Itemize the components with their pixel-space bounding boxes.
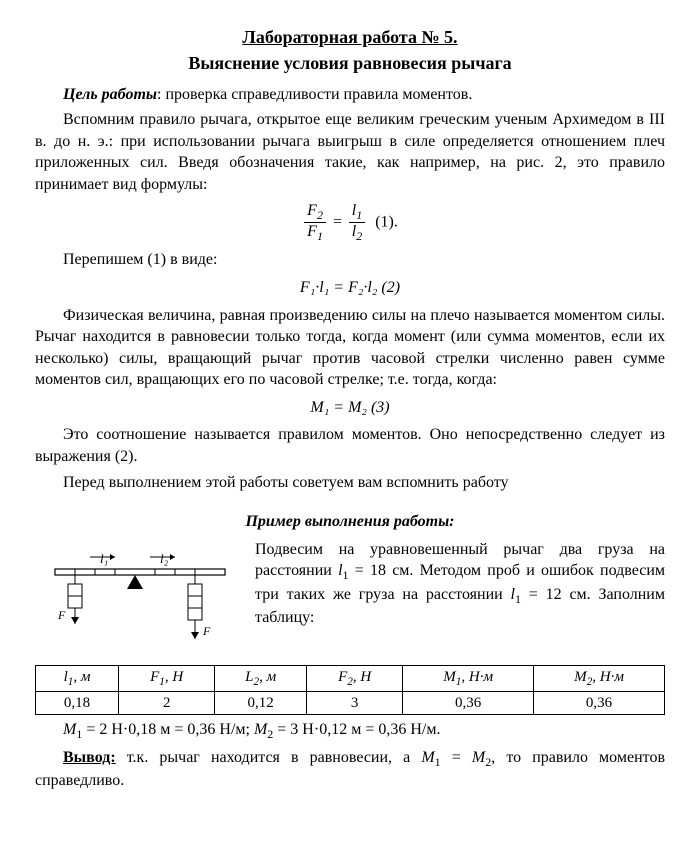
example-heading: Пример выполнения работы: [35,511,665,533]
paragraph-3: Физическая величина, равная произведению… [35,305,665,391]
col-f2: F2, H [307,665,403,691]
table-header-row: l1, м F1, H L2, м F2, H M1, H·м M2, H·м [36,665,665,691]
cell-m2: 0,36 [534,692,665,715]
example-text: Подвесим на уравновешенный рычаг два гру… [255,539,665,659]
cell-m1: 0,36 [403,692,534,715]
cell-l2: 0,12 [215,692,307,715]
cell-f1: 2 [119,692,215,715]
col-l2: L2, м [215,665,307,691]
col-f1: F1, H [119,665,215,691]
paragraph-4: Это соотношение называется правилом моме… [35,424,665,467]
table-row: 0,18 2 0,12 3 0,36 0,36 [36,692,665,715]
svg-text:F: F [202,624,211,638]
goal-paragraph: Цель работы: проверка справедливости пра… [35,84,665,106]
formula-2: F₁·l₁ = F₂·l₂ (2) [35,277,665,299]
col-m2: M2, H·м [534,665,665,691]
paragraph-1: Вспомним правило рычага, открытое еще ве… [35,109,665,195]
example-row: l₁ l₂ F F Подвесим на уравновешенн [35,539,665,659]
formula-3: M₁ = M₂ (3) [35,397,665,419]
conclusion: Вывод: т.к. рычаг находится в равновесии… [35,747,665,792]
formula-1: F2F1 = l1l2 (1). [35,202,665,244]
goal-text: : проверка справедливости правила момент… [157,86,472,103]
lever-diagram: l₁ l₂ F F [35,539,245,659]
svg-text:l₂: l₂ [160,551,169,566]
cell-l1: 0,18 [36,692,119,715]
paragraph-2: Перепишем (1) в виде: [35,249,665,271]
col-m1: M1, H·м [403,665,534,691]
col-l1: l1, м [36,665,119,691]
lab-title-line2: Выяснение условия равновесия рычага [35,51,665,75]
svg-text:l₁: l₁ [100,551,108,566]
svg-text:F: F [57,608,66,622]
conclusion-text-1: т.к. рычаг находится в равновесии, а M1 … [35,749,665,789]
paragraph-5: Перед выполнением этой работы советуем в… [35,472,665,494]
goal-label: Цель работы [63,86,157,103]
after-table-calc: M1 = 2 H·0,18 м = 0,36 H/м; M2 = 3 H·0,1… [35,719,665,742]
results-table: l1, м F1, H L2, м F2, H M1, H·м M2, H·м … [35,665,665,715]
cell-f2: 3 [307,692,403,715]
formula-1-tag: (1). [375,213,398,230]
conclusion-label: Вывод: [63,749,116,766]
lab-title-line1: Лабораторная работа № 5. [35,25,665,49]
